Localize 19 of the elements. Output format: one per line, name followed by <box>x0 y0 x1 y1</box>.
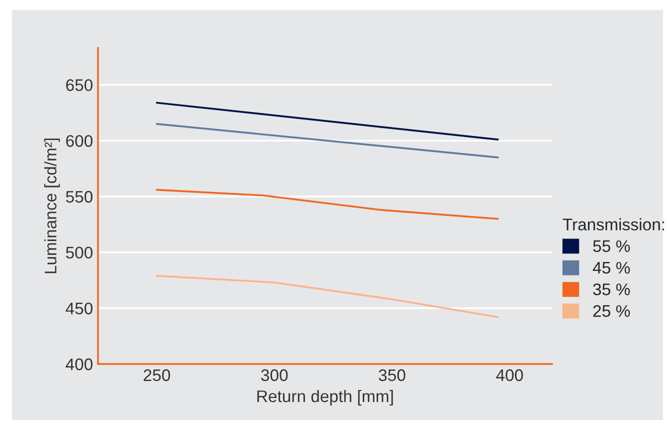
legend-label: 25 % <box>593 305 630 317</box>
y-tick-label: 650 <box>66 79 92 92</box>
x-tick-label: 250 <box>144 369 170 382</box>
legend-label: 35 % <box>593 283 630 296</box>
y-tick-label: 550 <box>66 190 92 203</box>
y-tick-label: 450 <box>66 302 92 314</box>
line-series <box>156 274 499 318</box>
x-tick-label: 300 <box>261 369 288 382</box>
y-tick-label: 400 <box>66 358 92 370</box>
legend-label: 45 % <box>592 262 630 274</box>
legend-title: Transmission: <box>562 218 664 230</box>
x-tick-label: 400 <box>496 369 523 382</box>
y-tick-label: 600 <box>66 135 92 147</box>
legend-label: 55 % <box>593 240 630 252</box>
y-tick-label: 500 <box>66 246 92 259</box>
x-axis-title: Return depth [mm] <box>257 390 393 406</box>
y-axis-title: Luminance [cd/m²] <box>44 138 60 274</box>
line-series <box>156 188 499 220</box>
x-tick-label: 350 <box>378 369 406 382</box>
